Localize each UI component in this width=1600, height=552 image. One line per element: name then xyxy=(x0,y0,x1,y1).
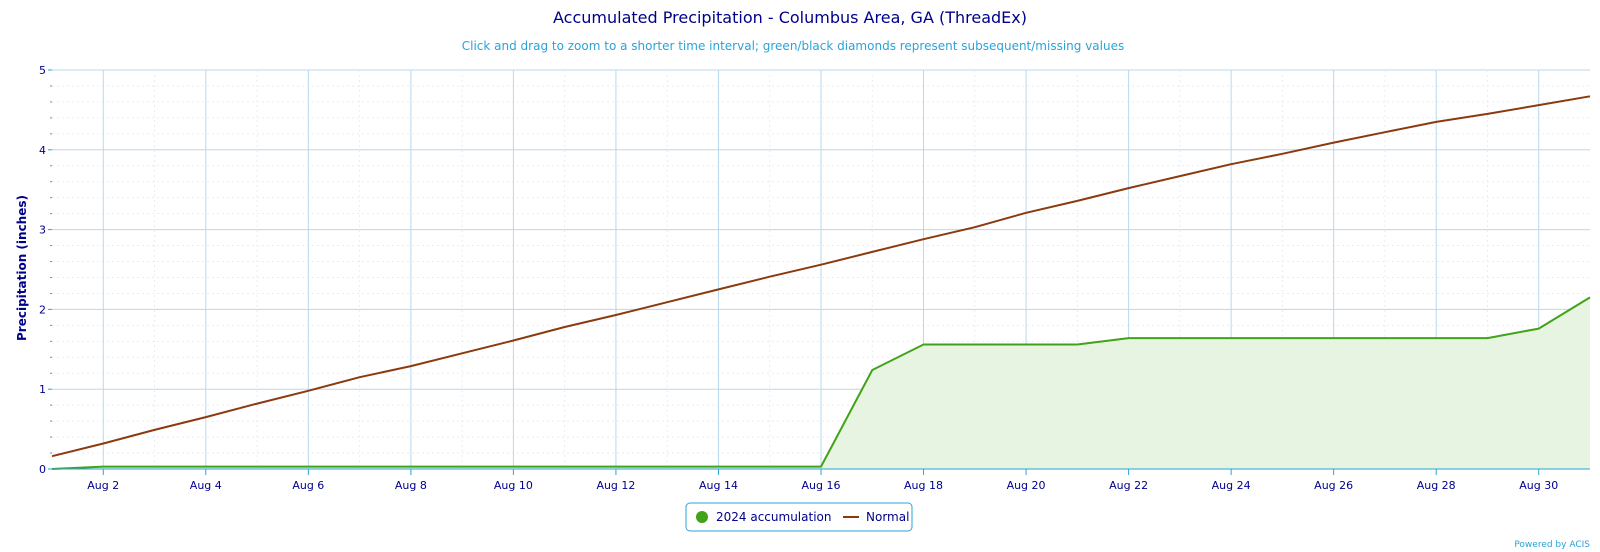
x-tick-label: Aug 10 xyxy=(494,479,533,492)
legend-item-normal[interactable]: Normal xyxy=(843,510,909,524)
x-tick-label: Aug 18 xyxy=(904,479,943,492)
x-tick-label: Aug 6 xyxy=(292,479,324,492)
y-tick-label: 1 xyxy=(39,383,46,396)
x-tick-label: Aug 2 xyxy=(87,479,119,492)
x-tick-label: Aug 24 xyxy=(1212,479,1251,492)
x-tick-label: Aug 20 xyxy=(1007,479,1046,492)
legend-marker-2024 xyxy=(696,511,708,523)
x-tick-label: Aug 14 xyxy=(699,479,738,492)
x-tick-label: Aug 30 xyxy=(1519,479,1558,492)
chart-subtitle: Click and drag to zoom to a shorter time… xyxy=(462,39,1124,53)
credit-link[interactable]: Powered by ACIS xyxy=(1514,540,1590,550)
x-tick-label: Aug 28 xyxy=(1417,479,1456,492)
legend: 2024 accumulation Normal xyxy=(685,502,913,532)
legend-label-2024: 2024 accumulation xyxy=(716,510,831,524)
series-line-normal[interactable] xyxy=(51,95,1591,458)
chart-title: Accumulated Precipitation - Columbus Are… xyxy=(553,8,1027,27)
x-tick-label: Aug 4 xyxy=(190,479,222,492)
y-tick-label: 5 xyxy=(39,64,46,77)
x-tick-label: Aug 16 xyxy=(802,479,841,492)
y-tick-label: 2 xyxy=(39,303,46,316)
y-tick-label: 3 xyxy=(39,224,46,237)
legend-label-normal: Normal xyxy=(866,510,909,524)
plot-area[interactable] xyxy=(51,95,1591,470)
x-tick-label: Aug 12 xyxy=(596,479,635,492)
y-axis-title: Precipitation (inches) xyxy=(15,195,29,341)
y-tick-label: 4 xyxy=(39,144,46,157)
x-tick-label: Aug 22 xyxy=(1109,479,1148,492)
x-tick-label: Aug 8 xyxy=(395,479,427,492)
series-line-2024[interactable] xyxy=(51,296,1591,470)
y-tick-label: 0 xyxy=(39,463,46,476)
series-area-2024 xyxy=(52,297,1590,469)
legend-item-2024[interactable]: 2024 accumulation xyxy=(696,510,831,524)
axes: Aug 2 Aug 4 Aug 6 Aug 8 Aug 10 Aug 12 Aug 14 Au… xyxy=(39,64,1590,492)
legend-box xyxy=(685,502,913,532)
x-tick-label: Aug 26 xyxy=(1314,479,1353,492)
